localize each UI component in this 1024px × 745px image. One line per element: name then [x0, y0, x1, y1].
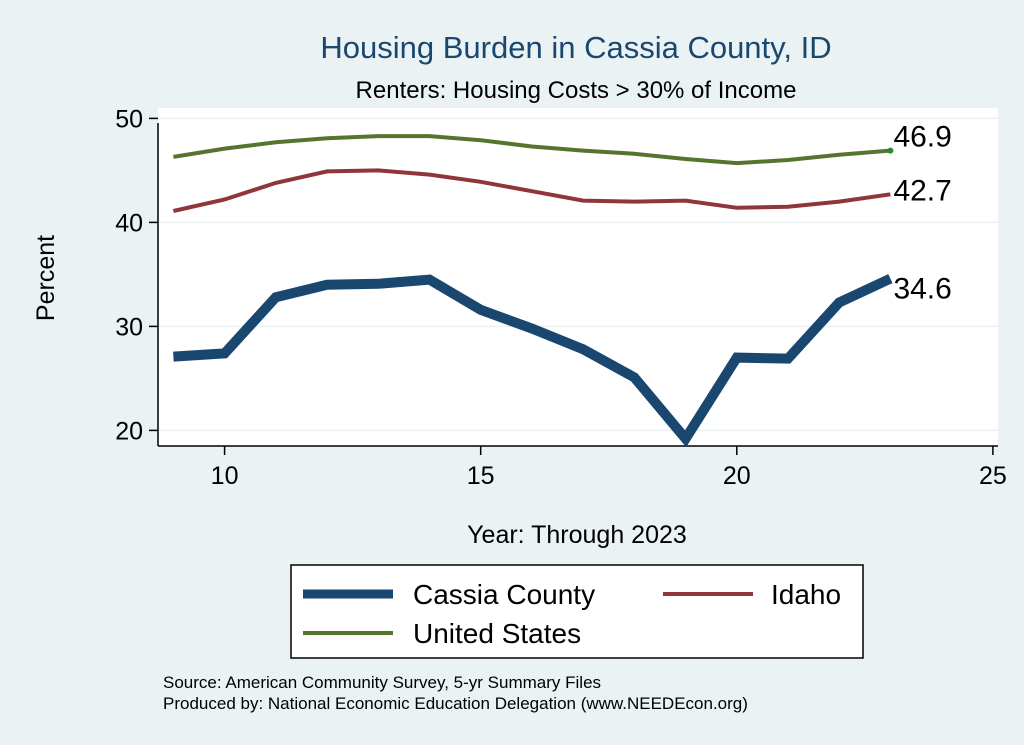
series-line-cassia-county	[173, 274, 893, 448]
source-note: Source: American Community Survey, 5-yr …	[163, 673, 601, 692]
y-tick-label-40: 40	[115, 209, 143, 237]
x-axis-title: Year: Through 2023	[467, 521, 687, 549]
y-tick-label-50: 50	[115, 105, 143, 133]
series-line-idaho	[172, 168, 891, 213]
axes: 20 30 40 50 10 15 20 25	[115, 105, 1007, 490]
legend-box	[290, 564, 864, 659]
end-label-idaho: 42.7	[893, 174, 951, 207]
chart-subtitle: Renters: Housing Costs > 30% of Income	[356, 77, 797, 104]
series-line-united-states	[173, 134, 891, 166]
end-label-cassia-county: 34.6	[893, 273, 951, 306]
x-tick-label-20: 20	[723, 462, 751, 490]
legend-label-united-states: United States	[413, 618, 581, 649]
end-marker-united-states	[887, 147, 894, 154]
y-tick-label-30: 30	[115, 313, 143, 341]
x-tick-label-25: 25	[979, 462, 1007, 490]
chart-title: Housing Burden in Cassia County, ID	[320, 30, 831, 65]
plot-area	[158, 108, 998, 446]
y-tick-label-20: 20	[115, 417, 143, 445]
legend-label-cassia-county: Cassia County	[413, 579, 595, 610]
x-tick-label-15: 15	[467, 462, 495, 490]
x-tick-label-10: 10	[211, 462, 239, 490]
series-lines	[172, 134, 893, 448]
legend: Cassia County Idaho United States	[290, 564, 864, 659]
legend-label-idaho: Idaho	[771, 579, 841, 610]
y-axis-title: Percent	[32, 235, 60, 321]
end-label-united-states: 46.9	[893, 121, 951, 154]
gridlines	[158, 117, 998, 432]
producer-note: Produced by: National Economic Education…	[163, 694, 748, 713]
end-labels: 34.6 42.7 46.9	[887, 121, 952, 306]
